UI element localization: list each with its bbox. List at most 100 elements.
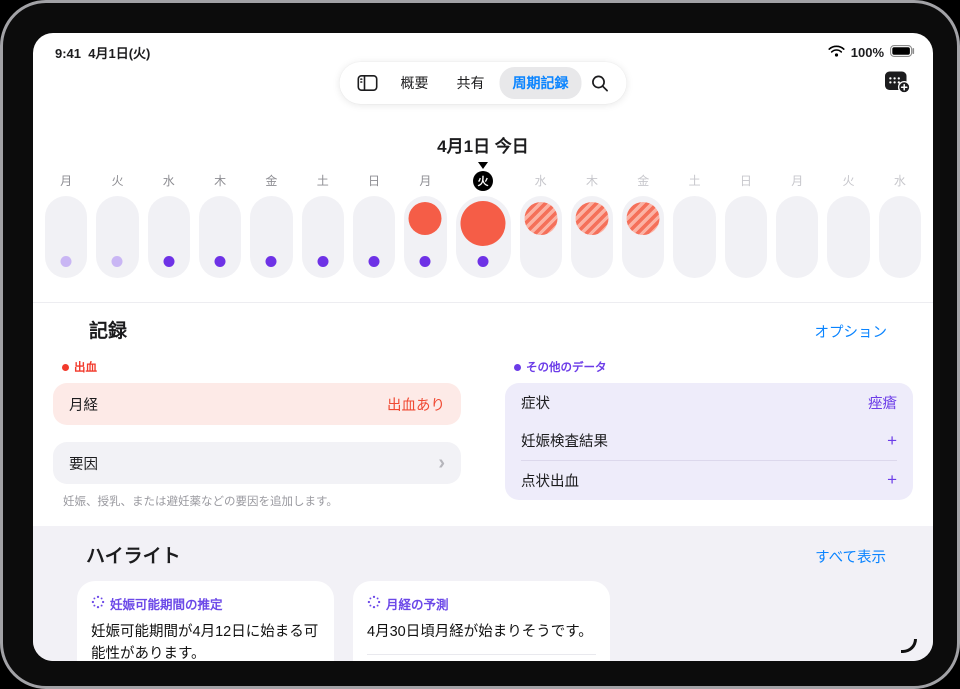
calendar-add-button[interactable] (877, 64, 917, 104)
period-mark (460, 201, 506, 246)
log-dot (163, 256, 175, 267)
menstruation-label: 月経 (69, 397, 98, 414)
dow-label: 土 (316, 174, 329, 188)
today-marker-icon (478, 162, 488, 169)
dow-label: 金 (265, 174, 278, 188)
other-data-group-label: その他のデータ (505, 359, 913, 375)
log-dot (265, 256, 277, 267)
day-column[interactable]: 水 (519, 170, 562, 278)
log-dot (419, 256, 431, 267)
prediction-sparkle-icon (91, 595, 105, 612)
day-column-today[interactable]: 火 (455, 170, 511, 278)
log-dot (214, 256, 226, 267)
tab-sharing[interactable]: 共有 (456, 75, 485, 91)
day-cell (96, 196, 139, 278)
day-column[interactable]: 水 (878, 170, 921, 278)
other-data-card: 症状 痤瘡 妊娠検査結果 + 点状出血 + (505, 383, 913, 500)
day-column[interactable]: 月 (45, 170, 88, 278)
day-column[interactable]: 日 (724, 170, 768, 278)
status-date: 4月1日(火) (88, 46, 151, 61)
spotting-label: 点状出血 (521, 473, 579, 490)
dow-label: 水 (534, 174, 547, 188)
day-column[interactable]: 火 (827, 170, 870, 278)
dow-label: 月 (419, 174, 432, 188)
day-column[interactable]: 木 (198, 170, 242, 278)
menstruation-row[interactable]: 月経 出血あり (53, 383, 461, 425)
symptoms-row[interactable]: 症状 痤瘡 (521, 383, 897, 422)
calendar-add-icon (884, 69, 911, 99)
period-mark (408, 202, 442, 235)
today-dow-badge: 火 (473, 170, 493, 191)
bleeding-column: 出血 月経 出血あり 要因 › 妊娠、授乳、または避妊薬などの要因を追加します。 (53, 359, 461, 509)
day-cell (455, 196, 511, 278)
row-divider (521, 460, 897, 461)
day-cell (198, 196, 242, 278)
symptoms-label: 症状 (521, 395, 550, 412)
highlights-section: ハイライト すべて表示 妊娠可能期間の推定 妊娠可能期間が4月12日に始まる可能… (33, 526, 933, 661)
day-column[interactable]: 土 (301, 170, 344, 278)
app-screen: 9:41 4月1日(火) 100% 概要 共有 周期記録 4月1日 今日 (33, 33, 933, 661)
day-cell (724, 196, 768, 278)
day-column[interactable]: 金 (250, 170, 293, 278)
status-right: 100% (828, 45, 915, 60)
day-column[interactable]: 金 (622, 170, 665, 278)
day-column[interactable]: 火 (96, 170, 139, 278)
day-column[interactable]: 月 (776, 170, 819, 278)
status-bar: 9:41 4月1日(火) 100% (33, 33, 933, 62)
menstruation-value: 出血あり (387, 397, 445, 414)
day-cell (404, 196, 447, 278)
day-cell (622, 196, 665, 278)
cycle-day-strip: 月 火 水 木 金 土 日 月 火 水 木 金 土 日 月 火 水 (33, 170, 933, 278)
dow-label: 水 (162, 174, 175, 188)
day-cell (45, 196, 88, 278)
log-dot (317, 256, 329, 267)
sidebar-icon[interactable] (350, 71, 386, 95)
search-icon[interactable] (584, 71, 617, 96)
tab-cycle-tracking[interactable]: 周期記録 (499, 67, 582, 99)
card-body: 4月30日頃月経が始まりそうです。 (367, 624, 593, 640)
dow-label: 火 (111, 174, 124, 188)
period-prediction-mark (575, 202, 609, 235)
day-cell (673, 196, 716, 278)
purple-dot-icon (514, 363, 521, 371)
factors-row[interactable]: 要因 › (53, 442, 461, 484)
log-dot (60, 256, 72, 267)
factors-caption: 妊娠、授乳、または避妊薬などの要因を追加します。 (63, 496, 338, 508)
dow-label: 月 (791, 174, 804, 188)
dow-label: 日 (739, 174, 752, 188)
other-data-column: その他のデータ 症状 痤瘡 妊娠検査結果 + 点状出血 (505, 359, 913, 509)
dow-label: 土 (688, 174, 701, 188)
pregnancy-test-row[interactable]: 妊娠検査結果 + (521, 422, 897, 461)
log-dot (111, 256, 123, 267)
dow-label: 木 (585, 174, 598, 188)
spotting-row[interactable]: 点状出血 + (521, 461, 897, 500)
day-column[interactable]: 月 (404, 170, 447, 278)
records-section: 記録 オプション 出血 月経 出血あり 要因 › 妊娠、授乳、または避妊薬などの… (33, 302, 933, 509)
red-dot-icon (62, 363, 69, 371)
factors-label: 要因 (69, 456, 98, 473)
day-cell (827, 196, 870, 278)
dow-label: 水 (893, 174, 906, 188)
highlights-title: ハイライト (86, 546, 181, 567)
day-column[interactable]: 土 (673, 170, 716, 278)
wifi-icon (828, 45, 845, 60)
log-dot (477, 256, 489, 267)
selected-date-title[interactable]: 4月1日 今日 (437, 137, 529, 156)
day-column[interactable]: 木 (570, 170, 614, 278)
fertile-window-card[interactable]: 妊娠可能期間の推定 妊娠可能期間が4月12日に始まる可能性があります。 日月火水… (77, 581, 334, 661)
log-dot (368, 256, 380, 267)
card-title: 妊娠可能期間の推定 (110, 598, 223, 612)
prediction-sparkle-icon (367, 595, 381, 612)
tab-overview[interactable]: 概要 (400, 75, 429, 91)
day-column[interactable]: 日 (352, 170, 396, 278)
show-all-link[interactable]: すべて表示 (815, 550, 886, 566)
chevron-right-icon: › (438, 452, 445, 474)
options-link[interactable]: オプション (814, 325, 888, 341)
day-cell (147, 196, 190, 278)
period-prediction-mark (626, 202, 660, 235)
day-column[interactable]: 水 (147, 170, 190, 278)
day-cell (250, 196, 293, 278)
